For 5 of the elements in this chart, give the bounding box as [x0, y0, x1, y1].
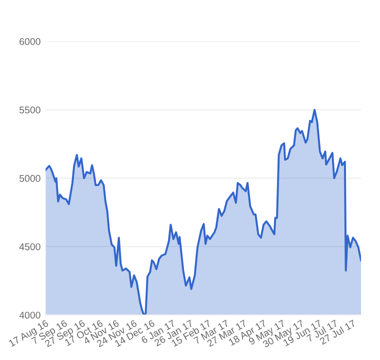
y-tick-label: 4500 — [19, 243, 40, 250]
y-tick-label: 4000 — [19, 312, 40, 319]
y-tick-label: 5000 — [20, 174, 40, 182]
y-tick-label: 6000 — [20, 38, 40, 46]
y-tick-label: 5500 — [20, 106, 40, 114]
